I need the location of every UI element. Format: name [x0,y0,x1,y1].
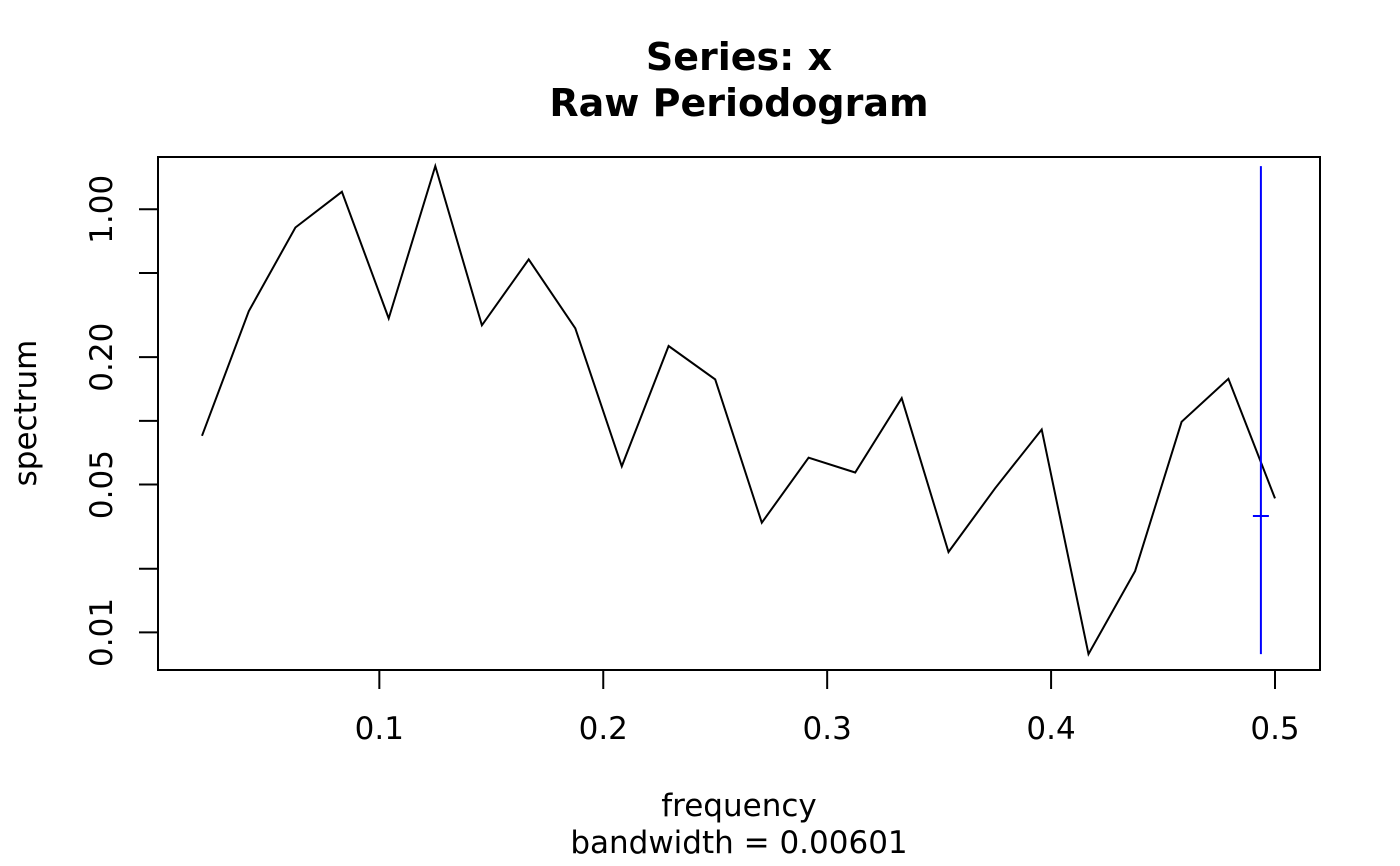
bandwidth-label: bandwidth = 0.00601 [570,825,907,861]
y-tick-label: 0.05 [84,450,120,519]
y-tick-label: 0.20 [84,323,120,392]
plot-frame [157,156,1321,671]
y-axis: 0.01 0.05 0.20 1.00 [84,175,158,667]
confidence-interval-bar [1252,166,1269,655]
y-tick-label: 0.01 [84,598,120,667]
x-tick-label: 0.1 [355,711,404,747]
chart-title: Series: x [646,35,832,79]
y-axis-label: spectrum [8,340,44,487]
chart-subtitle: Raw Periodogram [549,81,928,125]
x-axis: 0.1 0.2 0.3 0.4 0.5 [355,670,1300,747]
x-tick-label: 0.2 [579,711,628,747]
x-tick-label: 0.5 [1250,711,1299,747]
x-tick-label: 0.4 [1026,711,1075,747]
spectrum-series-line [201,162,1276,657]
x-tick-label: 0.3 [803,711,852,747]
y-tick-label: 1.00 [84,175,120,244]
x-axis-label: frequency [661,788,816,824]
